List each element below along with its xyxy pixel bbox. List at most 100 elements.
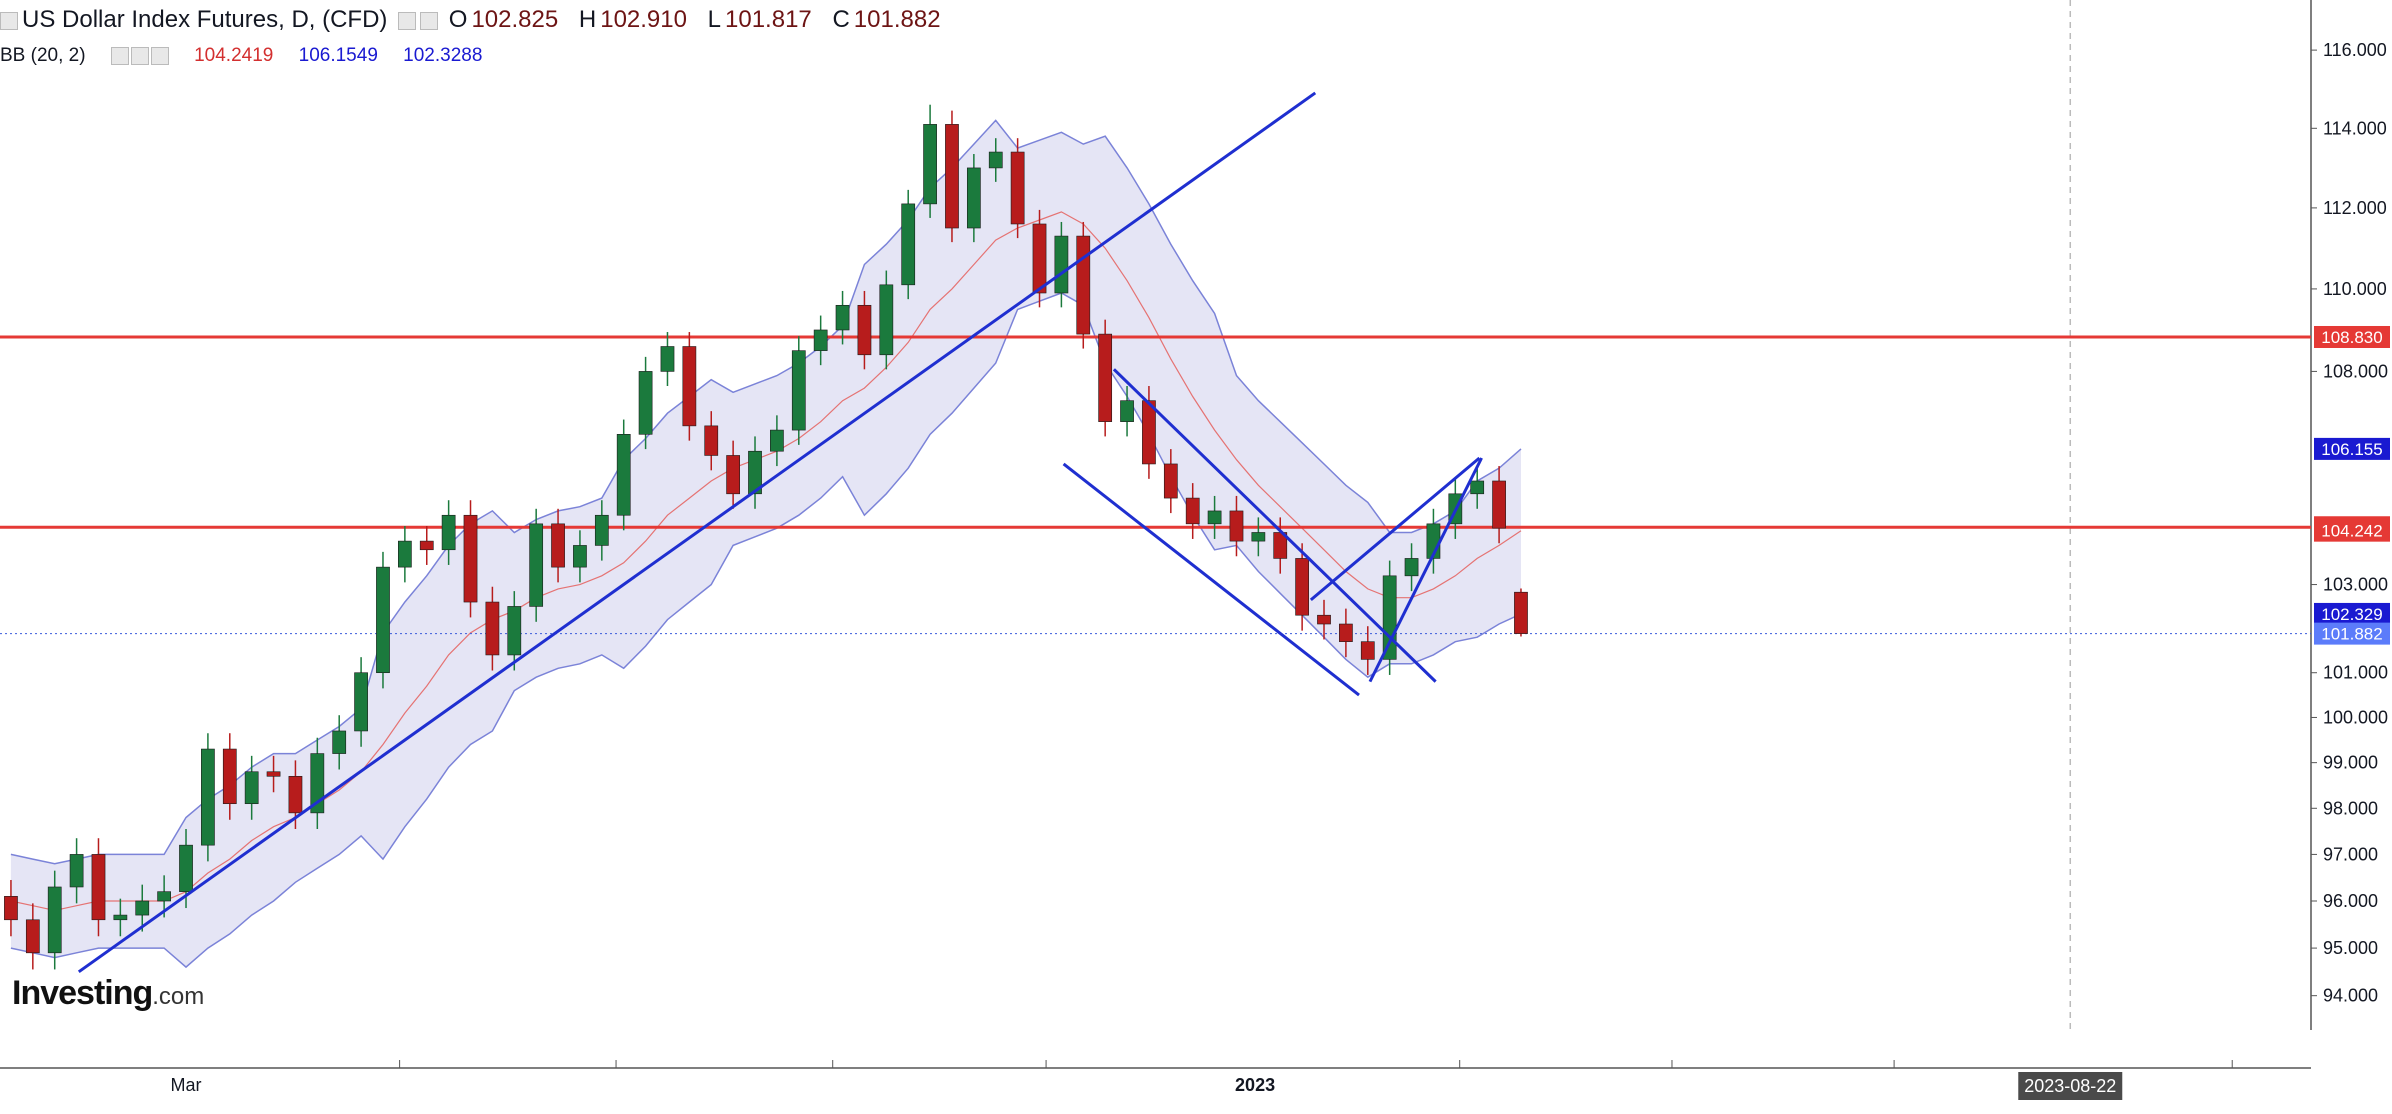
crosshair-label: 2023-08-22 <box>2024 1076 2116 1096</box>
trendline <box>1062 462 1360 697</box>
logo: Investing.com <box>12 974 204 1013</box>
candle-body <box>25 919 40 954</box>
crosshair-label-box <box>2018 1072 2123 1100</box>
candle-body <box>594 514 609 546</box>
candle-body <box>901 203 916 286</box>
logo-main: Investing <box>12 974 153 1012</box>
candle-body <box>244 771 259 805</box>
y-tick-label: 110.000 <box>2323 279 2387 299</box>
indicator-name: BB (20, 2) <box>0 45 86 66</box>
candle-body <box>945 124 959 229</box>
ohlc-value: 102.825 <box>471 6 559 33</box>
candle-body <box>47 886 62 954</box>
eye-icon[interactable] <box>110 46 129 65</box>
candle-body <box>923 124 937 205</box>
candle-body <box>616 434 631 516</box>
candle-body <box>1470 480 1485 495</box>
candle-body <box>726 455 740 495</box>
y-tick-label: 97.000 <box>2323 844 2378 864</box>
price-label: 104.242 <box>2321 522 2382 541</box>
eye-icon[interactable] <box>398 11 417 30</box>
candle-body <box>463 514 478 603</box>
candle-body <box>69 854 84 888</box>
indicator-value: 104.2419 <box>194 45 274 66</box>
candle-body <box>441 514 456 551</box>
candle-body <box>288 775 303 814</box>
candle-body <box>1142 400 1156 465</box>
candle-body <box>1120 400 1134 422</box>
candle-body <box>748 450 762 495</box>
ohlc-label: H <box>578 6 597 33</box>
y-tick-label: 116.000 <box>2323 40 2387 60</box>
candle-body <box>682 346 697 427</box>
bollinger-middle <box>10 211 1522 912</box>
candle-body <box>813 329 828 351</box>
price-label: 108.830 <box>2321 328 2382 347</box>
y-tick-label: 100.000 <box>2323 707 2388 727</box>
y-tick-label: 114.000 <box>2323 118 2387 138</box>
price-label: 101.882 <box>2321 625 2382 644</box>
symbol-title: US Dollar Index Futures, D, (CFD) <box>22 6 388 33</box>
y-tick-label: 96.000 <box>2323 891 2378 911</box>
y-tick-label: 99.000 <box>2323 753 2378 773</box>
candle-body <box>266 771 281 777</box>
candle-body <box>135 900 150 916</box>
candle-body <box>988 151 1003 169</box>
remove-icon[interactable] <box>150 46 169 65</box>
collapse-icon[interactable] <box>0 11 18 30</box>
candle-body <box>857 304 872 356</box>
trendline <box>1112 368 1437 683</box>
trendline <box>1309 456 1481 602</box>
candle-body <box>179 844 193 892</box>
y-tick-label: 94.000 <box>2323 986 2378 1006</box>
candle-body <box>1207 510 1222 525</box>
indicator-value: 106.1549 <box>298 45 378 66</box>
candle-body <box>113 914 128 921</box>
y-tick-label: 98.000 <box>2323 798 2378 818</box>
bollinger-upper <box>10 119 1522 865</box>
price-label-box <box>2314 519 2390 542</box>
ohlc-value: 102.910 <box>600 6 687 33</box>
price-label-box <box>2314 325 2390 348</box>
candle-body <box>91 854 106 921</box>
candle-body <box>1514 591 1528 634</box>
y-tick-label: 108.000 <box>2323 361 2388 381</box>
candle-body <box>835 304 850 331</box>
candle-body <box>1251 532 1266 542</box>
price-label: 106.155 <box>2321 440 2382 459</box>
candle-body <box>376 566 390 674</box>
candle-body <box>507 606 522 656</box>
candle-body <box>310 753 325 814</box>
ohlc-label: C <box>832 6 850 33</box>
ohlc-value: 101.882 <box>853 6 941 33</box>
logo-suffix: .com <box>152 983 205 1010</box>
indicator-value: 102.3288 <box>403 45 483 66</box>
ohlc-label: L <box>707 6 722 33</box>
ohlc-label: O <box>448 6 468 33</box>
bollinger-lower <box>10 292 1522 969</box>
settings-icon[interactable] <box>130 46 149 65</box>
candle-body <box>1317 614 1331 625</box>
candle-body <box>638 371 653 435</box>
candle-body <box>157 891 171 902</box>
candle-body <box>1382 575 1397 660</box>
candle-body <box>1076 235 1091 335</box>
ohlc-value: 101.817 <box>725 6 812 33</box>
candle-body <box>1229 510 1244 542</box>
settings-icon[interactable] <box>420 11 439 30</box>
x-tick-label: 2023 <box>1235 1075 1275 1095</box>
candle-body <box>354 672 368 732</box>
candle-body <box>4 896 18 921</box>
candle-body <box>1010 151 1025 225</box>
candle-body <box>1295 558 1309 616</box>
candle-body <box>879 284 894 356</box>
candle-body <box>201 748 215 846</box>
y-tick-label: 103.000 <box>2323 575 2388 595</box>
y-tick-label: 101.000 <box>2323 663 2388 683</box>
candle-body <box>573 545 587 568</box>
candle-body <box>1032 223 1047 294</box>
header: US Dollar Index Futures, D, (CFD) O 102.8… <box>0 6 955 34</box>
price-label-box <box>2314 602 2390 625</box>
